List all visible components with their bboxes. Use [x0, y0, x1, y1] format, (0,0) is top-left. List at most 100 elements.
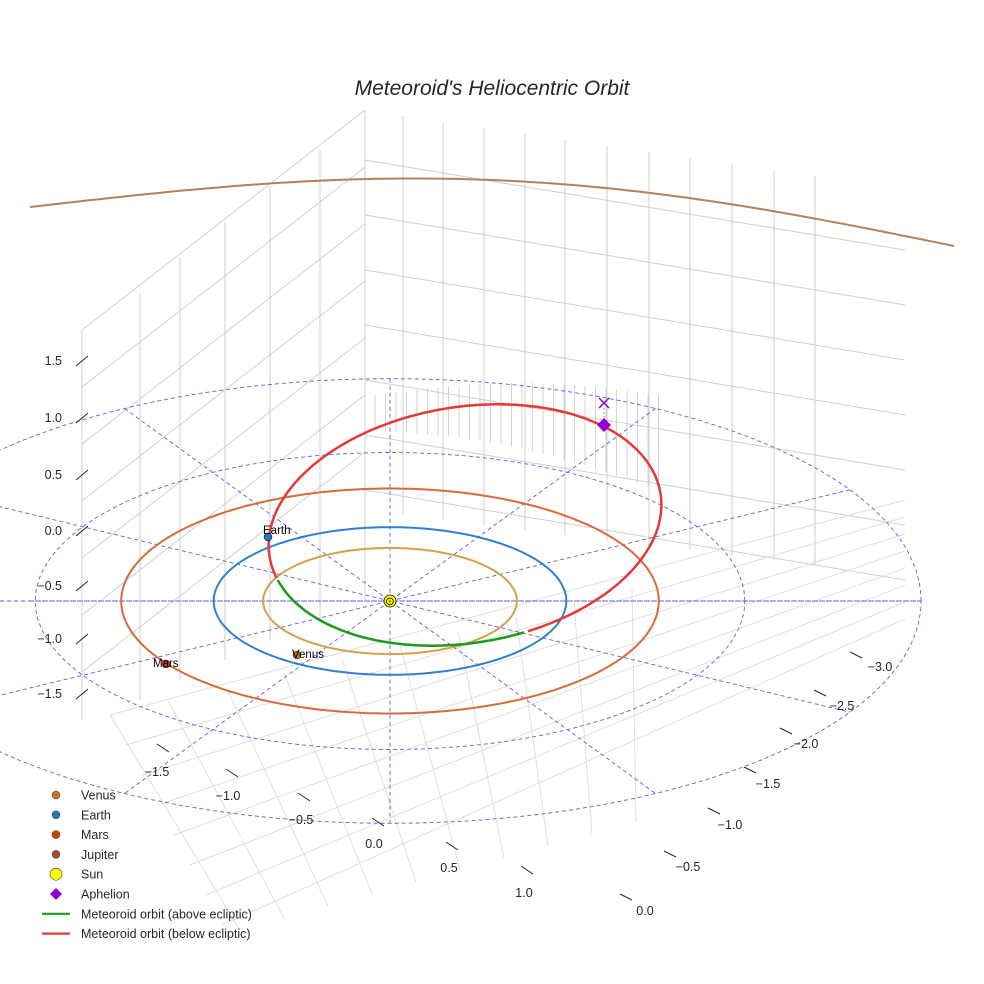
y-tick-mark: [707, 807, 721, 815]
z-tick-mark: [75, 633, 89, 645]
grid-line-floor: [399, 644, 461, 871]
legend: Venus Earth Mars Jupiter Sun Aphelion Meteoroi…: [42, 789, 252, 941]
y-tick-label: −2.5: [830, 699, 855, 713]
grid-line-horizontal: [81, 166, 366, 388]
grid-line-floor: [205, 601, 906, 896]
z-tick-label: 1.5: [45, 354, 62, 368]
x-tick-mark: [156, 743, 170, 753]
legend-mars-marker: [51, 830, 61, 839]
legend-jupiter-marker: [51, 850, 61, 859]
z-tick-label: 0.0: [45, 524, 62, 538]
grid-line-floor: [109, 499, 906, 716]
grid-line-horizontal: [364, 324, 906, 416]
legend-mars-label: Mars: [81, 828, 109, 842]
x-tick-mark: [297, 792, 311, 802]
earth-marker: [263, 532, 273, 542]
aphelion-projection-icon: [598, 397, 610, 409]
z-tick-label: −1.0: [37, 632, 62, 646]
grid-line-floor: [221, 618, 906, 926]
grid-line-horizontal: [364, 489, 906, 581]
z-tick-mark: [75, 412, 89, 424]
venus-marker: [292, 650, 302, 660]
drop-lines: [374, 383, 659, 490]
ecliptic-spoke: [124, 408, 656, 794]
x-tick-label: −1.0: [216, 789, 241, 803]
x-tick-label: 1.0: [515, 886, 532, 900]
body-markers: ⊙ Earth Venus Mars: [153, 397, 611, 670]
grid-line-floor: [109, 714, 241, 931]
y-tick-mark: [849, 651, 863, 659]
legend-meteoroid-orbit-above-ecliptic-label: Meteoroid orbit (above ecliptic): [81, 907, 252, 921]
legend-aphelion-label: Aphelion: [81, 888, 130, 902]
grid-line-horizontal: [364, 379, 906, 471]
x-tick-label: −1.5: [145, 765, 170, 779]
grid-line-floor: [631, 588, 637, 823]
grid-line-horizontal: [364, 214, 906, 306]
z-tick-label: −0.5: [37, 579, 62, 593]
orbit-lines: [29, 177, 955, 715]
legend-venus-marker: [51, 790, 61, 800]
x-tick-label: −0.5: [289, 813, 314, 827]
grid-line-floor: [573, 602, 593, 835]
aphelion-marker: [597, 418, 611, 432]
grid-line-floor: [225, 686, 329, 907]
grid-line-floor: [189, 584, 906, 866]
axis-ticks: 1.5 1.0 0.5 0.0 −0.5 −1.0 −1.5 −1.5 −1.0 −0.5 0.0 0…: [37, 354, 892, 918]
legend-aphelion-marker: [50, 888, 62, 900]
grid-line-horizontal: [81, 280, 366, 502]
legend-earth-marker: [51, 810, 61, 820]
mars-orbit: [120, 487, 660, 715]
sun-symbol: ⊙: [385, 596, 395, 608]
grid-line-horizontal: [81, 394, 366, 616]
z-tick-mark: [75, 580, 89, 592]
grid-line-horizontal: [364, 159, 906, 251]
z-tick-label: −1.5: [37, 687, 62, 701]
grid-line-horizontal: [81, 337, 366, 559]
grid-line-floor: [341, 658, 417, 883]
grid-line-horizontal: [364, 434, 906, 526]
x-tick-mark: [445, 841, 459, 851]
grid-line-floor: [283, 672, 373, 895]
x-tick-mark: [225, 768, 239, 778]
mars-label: Mars: [153, 658, 179, 670]
venus-label: Venus: [292, 649, 324, 661]
grid-line-horizontal: [81, 451, 366, 673]
grid-line-floor: [515, 616, 549, 847]
z-tick-mark: [75, 469, 89, 481]
earth-orbit: [212, 526, 568, 676]
ecliptic-spoke: [0, 506, 851, 713]
meteoroid-orbit: [267, 403, 663, 647]
meteoroid-orbit-below: [267, 403, 662, 579]
y-tick-mark: [743, 766, 757, 774]
grid-line-floor: [141, 533, 906, 776]
chart-title: Meteoroid's Heliocentric Orbit: [355, 77, 631, 100]
grid-line-floor: [173, 567, 906, 836]
grid-line-horizontal: [81, 109, 366, 331]
legend-jupiter-label: Jupiter: [81, 848, 119, 862]
legend-sun-label: Sun: [81, 868, 103, 882]
y-tick-label: −2.0: [794, 737, 819, 751]
y-tick-mark: [813, 689, 827, 697]
ecliptic-grid: [0, 378, 922, 824]
y-tick-label: −1.0: [718, 818, 743, 832]
meteoroid-orbit-below: [527, 493, 663, 633]
z-tick-label: 1.0: [45, 411, 62, 425]
z-tick-label: 0.5: [45, 468, 62, 482]
z-tick-mark: [75, 355, 89, 367]
grid-line-floor: [457, 630, 505, 859]
ecliptic-spoke: [0, 489, 851, 696]
x-tick-mark: [371, 817, 385, 827]
x-tick-mark: [520, 865, 534, 875]
meteoroid-orbit-above: [276, 579, 525, 647]
grid-line-horizontal: [81, 223, 366, 445]
ecliptic-spoke: [124, 408, 656, 794]
axis-panes: [81, 109, 906, 931]
jupiter-orbit: [29, 177, 955, 247]
grid-line-floor: [167, 700, 285, 919]
legend-venus-label: Venus: [81, 789, 116, 803]
x-tick-label: 0.5: [440, 861, 457, 875]
y-tick-mark: [619, 893, 633, 901]
grid-line-floor: [157, 550, 906, 806]
venus-orbit: [262, 546, 518, 656]
